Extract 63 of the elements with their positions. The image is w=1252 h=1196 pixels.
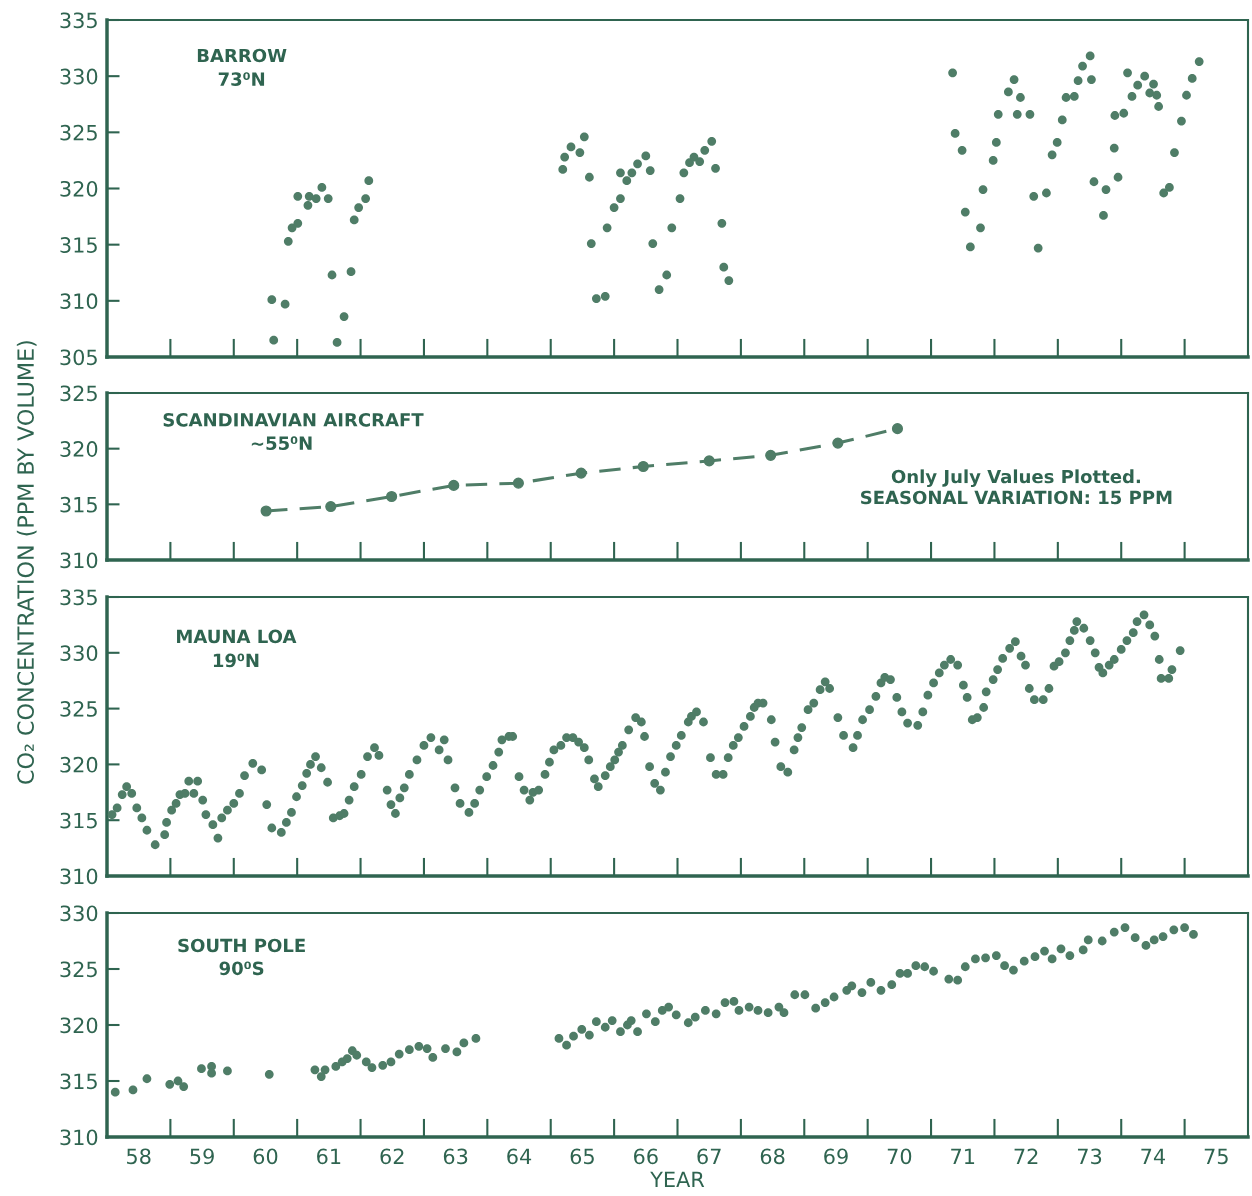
annotation: SEASONAL VARIATION: 15 PPM — [861, 490, 1172, 505]
y-tick-label: 335 — [60, 589, 97, 606]
x-tick-label: 65 — [570, 1148, 594, 1165]
y-tick-label: 330 — [60, 645, 98, 662]
annotation: 19⁰N — [213, 653, 259, 668]
y-tick-label: 315 — [60, 496, 97, 513]
x-tick-label: 68 — [760, 1148, 785, 1165]
x-tick-label: 61 — [317, 1148, 341, 1165]
x-tick-label: 63 — [443, 1148, 468, 1165]
y-tick-label: 310 — [60, 1129, 98, 1146]
point — [765, 449, 777, 461]
x-tick-label: 71 — [951, 1148, 975, 1164]
point — [832, 437, 844, 449]
y-tick-label: 320 — [60, 1017, 98, 1034]
annotation: SCANDINAVIAN AIRCRAFT — [163, 412, 424, 427]
y-tick-label: 330 — [60, 905, 98, 922]
x-tick-label: 75 — [1204, 1148, 1228, 1165]
annotation: Only July Values Plotted. — [891, 469, 1140, 487]
annotation: 73⁰N — [218, 72, 265, 86]
y-axis-title: CO₂ CONCENTRATION (PPM BY VOLUME) — [16, 341, 37, 784]
point — [703, 455, 715, 467]
y-tick-label: 325 — [60, 701, 97, 717]
y-tick-label: 320 — [60, 180, 98, 197]
point — [325, 501, 337, 513]
y-tick-label: 315 — [60, 1073, 97, 1090]
point — [448, 479, 460, 491]
point — [512, 477, 524, 489]
y-tick-label: 310 — [60, 868, 98, 885]
x-tick-label: 67 — [697, 1148, 721, 1165]
annotation: 90⁰S — [219, 961, 264, 976]
point — [891, 423, 904, 435]
x-tick-label: 59 — [190, 1148, 214, 1165]
y-tick-label: 335 — [60, 12, 97, 29]
x-tick-label: 58 — [127, 1148, 151, 1165]
x-tick-label: 66 — [634, 1148, 658, 1165]
x-tick-label: 62 — [380, 1148, 404, 1165]
y-tick-label: 315 — [60, 812, 97, 829]
point — [260, 505, 272, 517]
x-tick-label: 70 — [887, 1148, 912, 1165]
y-tick-label: 310 — [60, 293, 98, 310]
y-tick-label: 305 — [60, 349, 97, 366]
x-tick-label: 64 — [507, 1148, 532, 1165]
y-tick-label: 330 — [60, 68, 98, 85]
y-tick-label: 325 — [60, 961, 97, 978]
y-tick-label: 315 — [60, 237, 97, 253]
x-tick-label: 69 — [824, 1148, 848, 1165]
y-tick-label: 325 — [60, 124, 97, 141]
annotation: SOUTH POLE — [178, 938, 305, 953]
x-tick-label: 73 — [1077, 1148, 1102, 1165]
x-axis-title: YEAR — [650, 1171, 705, 1187]
point — [575, 467, 587, 479]
annotation: MAUNA LOA — [177, 629, 297, 644]
annotation: ∼55⁰N — [251, 436, 312, 451]
y-tick-label: 310 — [60, 552, 98, 569]
annotation: BARROW — [197, 48, 287, 63]
x-tick-label: 74 — [1141, 1148, 1165, 1164]
y-tick-label: 320 — [60, 756, 98, 773]
point — [386, 490, 398, 503]
y-tick-label: 325 — [60, 385, 97, 402]
x-tick-label: 72 — [1014, 1148, 1038, 1164]
x-tick-label: 60 — [253, 1148, 278, 1165]
point — [637, 460, 649, 473]
y-tick-label: 320 — [60, 441, 98, 457]
